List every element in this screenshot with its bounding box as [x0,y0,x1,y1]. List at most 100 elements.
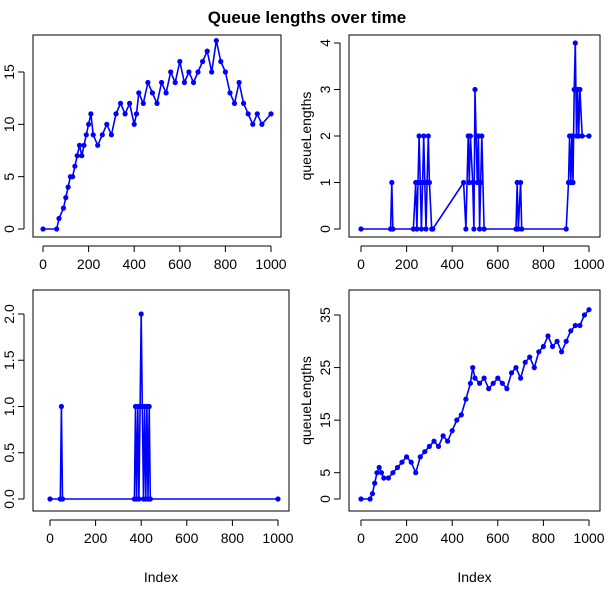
y-tick-label: 1.0 [1,397,17,417]
data-point [540,343,547,350]
y-tick-label: 0 [317,225,333,233]
data-point [159,79,165,86]
data-point [470,365,476,371]
y-tick-label: 0 [317,495,333,503]
plot-frame [32,289,290,512]
x-tick-label: 1000 [573,530,604,546]
figure-title: Queue lengths over time [208,8,406,27]
data-point [413,470,419,476]
data-point [522,359,528,365]
x-axis-title: Index [457,569,491,585]
data-point [508,370,515,376]
y-tick-label: 5 [317,469,333,477]
data-point [416,133,422,139]
data-point [394,464,401,471]
data-point [372,480,378,486]
data-point [463,226,469,232]
plot-panel-1: 0 200 400 600 800 1000 0 5 10 15 [1,34,287,272]
x-tick-label: 0 [357,530,365,546]
x-tick-label: 1000 [573,256,604,272]
data-point [177,58,183,65]
x-tick-label: 800 [221,530,245,546]
data-point [513,365,519,371]
data-point [518,375,524,381]
x-tick-label: 0 [39,256,47,272]
data-point [378,470,385,476]
data-point [136,496,142,502]
data-point [70,174,76,180]
x-tick-label: 200 [77,256,101,272]
data-point [369,491,375,497]
data-point [88,111,94,117]
data-point [213,38,219,44]
data-point [367,496,373,502]
data-point [254,111,260,117]
data-point [381,475,387,481]
data-point [504,386,510,392]
y-tick-label: 15 [1,64,17,80]
data-point [449,428,455,434]
x-tick-label: 800 [532,530,556,546]
data-point [399,459,405,465]
data-point [477,226,483,232]
data-point [563,226,569,232]
data-point [90,132,96,138]
y-axis-title: queueLengths [298,92,314,181]
data-point [559,349,565,355]
data-point [549,343,556,350]
x-tick-label: 200 [395,530,419,546]
data-point [63,195,69,201]
x-axis-title: Index [144,569,178,585]
plot-panel-2: 0 200 400 600 800 1000 0 1 2 3 4 queueLengths [298,34,605,272]
data-point [40,226,46,232]
data-point [79,153,85,159]
data-point [536,349,542,355]
data-point [95,142,101,148]
data-point [104,121,110,127]
data-point [486,386,492,392]
data-point [568,328,574,334]
data-point [454,417,460,423]
data-point [236,79,242,86]
data-point [389,179,395,186]
x-tick-label: 600 [168,256,192,272]
x-tick-label: 400 [130,530,154,546]
data-point [358,226,364,232]
data-point [204,48,210,54]
data-point [140,100,146,106]
x-tick-label: 0 [357,256,365,272]
series-line [361,42,589,230]
plot-panel-3: 0 200 400 600 800 1000 0.0 0.5 1.0 1.5 2.0 Index [1,289,294,585]
data-point [518,179,524,186]
data-point [586,307,592,313]
data-point [572,40,578,46]
data-point [99,132,105,138]
y-tick-label: 10 [1,116,17,132]
y-tick-label: 2.0 [1,304,17,324]
data-point [122,111,128,117]
data-point [479,133,485,139]
data-point [108,132,114,138]
data-point [570,179,576,186]
y-tick-label: 0 [1,225,17,233]
data-point [422,449,428,455]
data-point [168,69,174,75]
data-point [426,179,432,186]
x-tick-label: 600 [175,530,199,546]
data-point [430,226,436,232]
data-point [200,58,206,65]
data-point [461,179,467,186]
y-tick-label: 1.5 [1,350,17,370]
data-point [458,412,464,418]
data-point [81,142,87,148]
data-point [56,215,62,222]
data-point [385,475,391,481]
data-point [245,111,251,117]
data-point [127,100,133,106]
data-point [231,100,238,106]
y-tick-label: 3 [317,85,333,93]
x-tick-label: 800 [532,256,556,272]
